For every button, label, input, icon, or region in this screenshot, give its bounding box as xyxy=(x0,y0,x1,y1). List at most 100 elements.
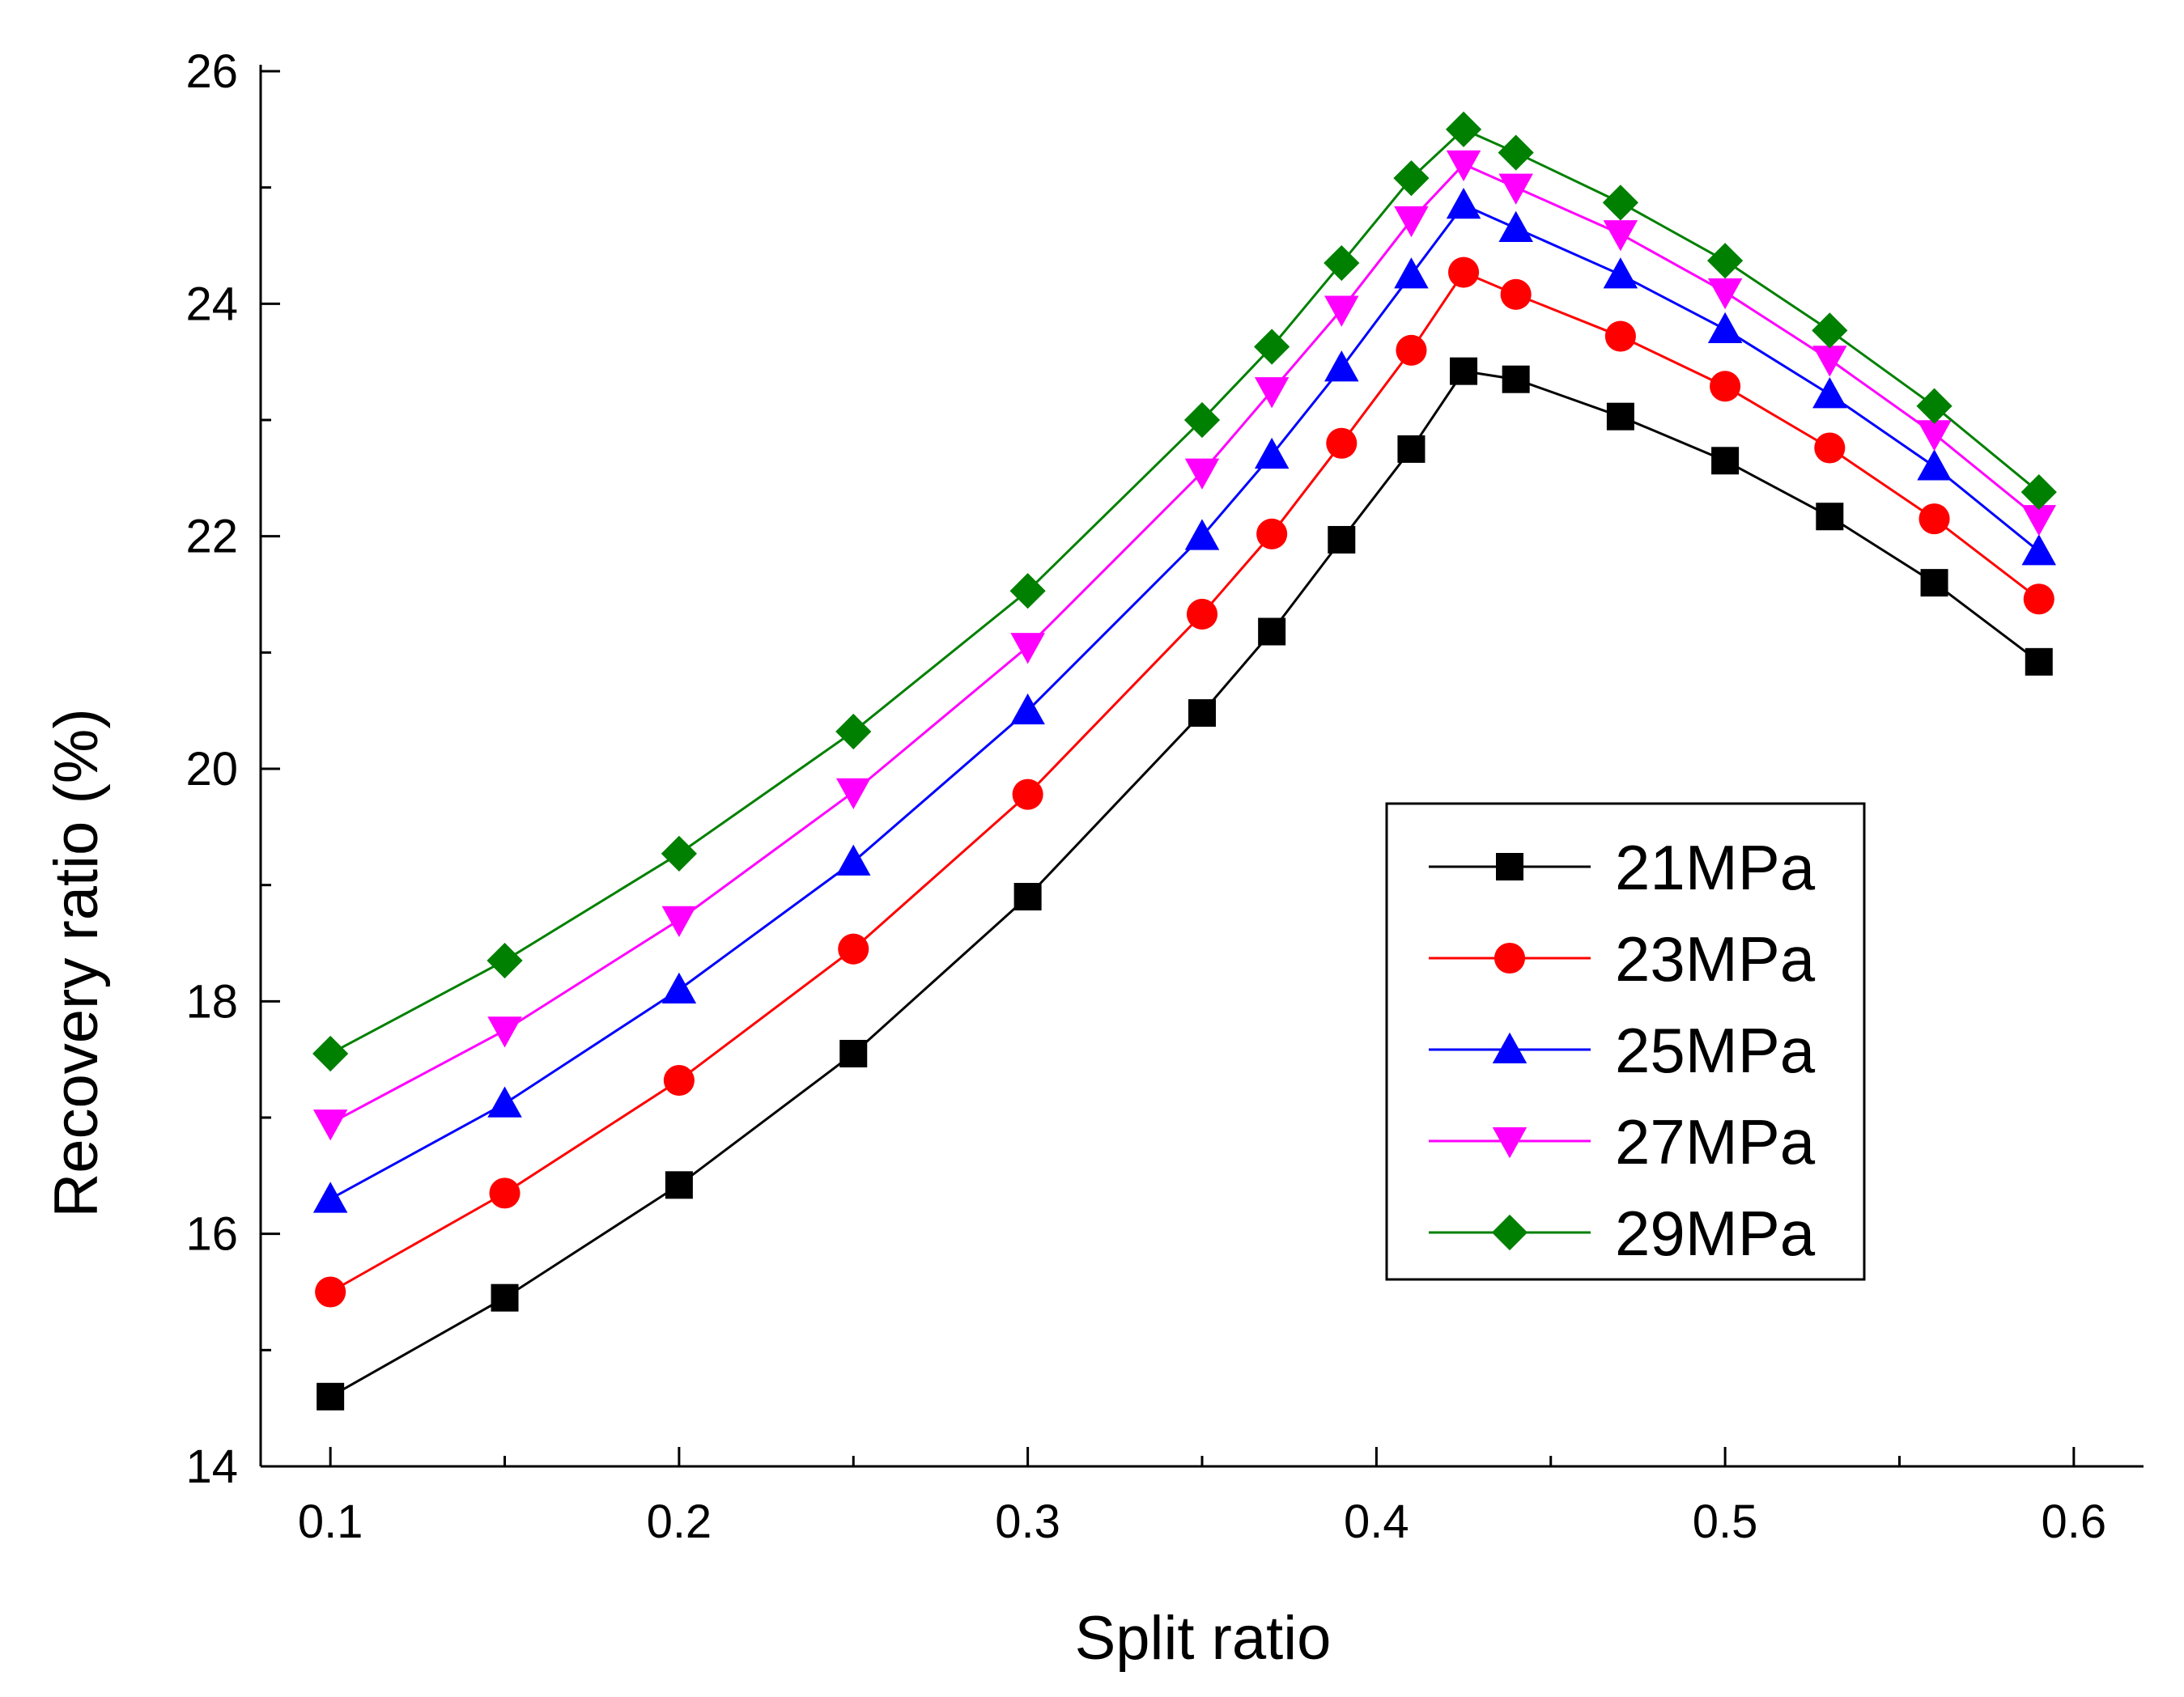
data-point-23mpa xyxy=(489,1177,521,1209)
series-23mpa xyxy=(315,257,2054,1308)
data-point-29mpa xyxy=(1812,312,1848,349)
x-axis-title: Split ratio xyxy=(1075,1604,1332,1673)
y-tick-label: 18 xyxy=(185,975,238,1028)
data-point-21mpa xyxy=(839,1039,868,1067)
legend-item-23mpa: 23MPa xyxy=(1429,923,1816,995)
legend-label-27mpa: 27MPa xyxy=(1615,1106,1816,1177)
y-tick-label: 26 xyxy=(185,45,238,98)
data-point-21mpa xyxy=(1013,883,1042,911)
data-point-25mpa xyxy=(1184,519,1220,550)
data-point-29mpa xyxy=(1445,111,1482,147)
data-point-27mpa xyxy=(1812,346,1847,377)
legend-box xyxy=(1385,802,1866,1281)
data-point-23mpa xyxy=(1256,518,1288,549)
data-point-23mpa xyxy=(1326,427,1358,459)
y-tick-label: 22 xyxy=(185,511,238,563)
data-point-23mpa xyxy=(1710,371,1741,402)
series-line-25mpa xyxy=(329,203,2040,1200)
data-point-21mpa xyxy=(2025,647,2053,676)
data-point-29mpa xyxy=(312,1035,349,1072)
data-point-23mpa xyxy=(663,1064,695,1097)
data-point-27mpa xyxy=(487,1016,522,1048)
y-tick-label: 20 xyxy=(185,743,238,795)
series-layer xyxy=(312,111,2057,1411)
series-line-21mpa xyxy=(329,370,2040,1398)
series-line-27mpa xyxy=(329,163,2040,1125)
data-point-25mpa xyxy=(1498,210,1533,242)
legend-marker-29mpa xyxy=(1491,1214,1528,1251)
data-point-23mpa xyxy=(1500,278,1532,310)
data-point-29mpa xyxy=(1916,388,1952,424)
legend-label-21mpa: 21MPa xyxy=(1615,832,1816,903)
legend-marker-25mpa xyxy=(1492,1032,1528,1063)
y-tick-label: 24 xyxy=(185,278,238,330)
series-line-23mpa xyxy=(329,270,2040,1293)
data-point-27mpa xyxy=(1324,295,1359,327)
data-point-27mpa xyxy=(661,906,697,938)
data-point-25mpa xyxy=(487,1086,522,1118)
data-point-21mpa xyxy=(317,1382,345,1411)
data-point-27mpa xyxy=(1603,220,1638,252)
data-point-29mpa xyxy=(2020,473,2057,511)
data-point-21mpa xyxy=(491,1283,519,1312)
data-point-29mpa xyxy=(661,835,697,872)
data-point-29mpa xyxy=(1498,134,1534,171)
data-point-23mpa xyxy=(1604,320,1636,352)
x-tick-label: 0.4 xyxy=(1344,1495,1409,1548)
data-point-29mpa xyxy=(1707,243,1744,279)
data-point-25mpa xyxy=(312,1182,348,1213)
x-tick-label: 0.6 xyxy=(2042,1495,2107,1548)
data-point-23mpa xyxy=(1012,778,1043,810)
data-point-25mpa xyxy=(1603,257,1638,289)
legend-marker-21mpa xyxy=(1496,853,1523,880)
axes: 0.1 0.2 0.3 0.4 0.5 0.6 14 16 18 20 22 24 26 xyxy=(185,45,2144,1548)
data-point-23mpa xyxy=(838,933,869,965)
data-point-21mpa xyxy=(1397,435,1426,463)
x-tick-label: 0.1 xyxy=(298,1495,363,1548)
legend-label-29mpa: 29MPa xyxy=(1615,1198,1816,1269)
data-point-29mpa xyxy=(487,942,523,979)
data-point-29mpa xyxy=(835,713,872,750)
series-21mpa xyxy=(317,357,2053,1411)
series-29mpa xyxy=(312,111,2057,1072)
data-point-21mpa xyxy=(1188,699,1216,728)
data-point-23mpa xyxy=(1448,257,1480,288)
data-point-25mpa xyxy=(1446,187,1481,219)
data-point-25mpa xyxy=(1010,693,1045,725)
legend-item-21mpa: 21MPa xyxy=(1429,832,1816,903)
data-point-21mpa xyxy=(1816,503,1844,531)
y-axis-title: Recovery ratio (%) xyxy=(42,708,111,1217)
legend-marker-23mpa xyxy=(1494,942,1526,974)
data-point-27mpa xyxy=(1498,173,1533,205)
x-tick-label: 0.2 xyxy=(647,1495,712,1548)
data-point-23mpa xyxy=(1814,432,1846,464)
legend-item-29mpa: 29MPa xyxy=(1429,1198,1816,1269)
data-point-23mpa xyxy=(1396,334,1427,366)
data-point-29mpa xyxy=(1254,329,1290,365)
data-point-27mpa xyxy=(312,1109,348,1141)
legend-marker-27mpa xyxy=(1492,1127,1528,1159)
legend-label-23mpa: 23MPa xyxy=(1615,923,1816,995)
data-point-25mpa xyxy=(1812,377,1847,409)
data-point-21mpa xyxy=(665,1171,693,1199)
data-point-27mpa xyxy=(1184,458,1220,490)
legend-item-27mpa: 27MPa xyxy=(1429,1106,1816,1177)
data-point-25mpa xyxy=(836,844,871,876)
data-point-25mpa xyxy=(661,972,697,1003)
data-point-27mpa xyxy=(1917,420,1952,452)
data-point-29mpa xyxy=(1602,185,1638,221)
data-point-27mpa xyxy=(1010,633,1045,664)
data-point-21mpa xyxy=(1258,617,1286,646)
data-point-23mpa xyxy=(1918,503,1950,535)
data-point-21mpa xyxy=(1606,402,1634,431)
data-point-21mpa xyxy=(1450,357,1478,385)
series-25mpa xyxy=(312,187,2057,1213)
data-point-29mpa xyxy=(1324,244,1360,282)
x-tick-label: 0.5 xyxy=(1693,1495,1758,1548)
data-point-25mpa xyxy=(1707,312,1743,343)
y-tick-label: 16 xyxy=(185,1208,238,1261)
series-line-29mpa xyxy=(329,128,2040,1055)
series-27mpa xyxy=(312,150,2057,1141)
